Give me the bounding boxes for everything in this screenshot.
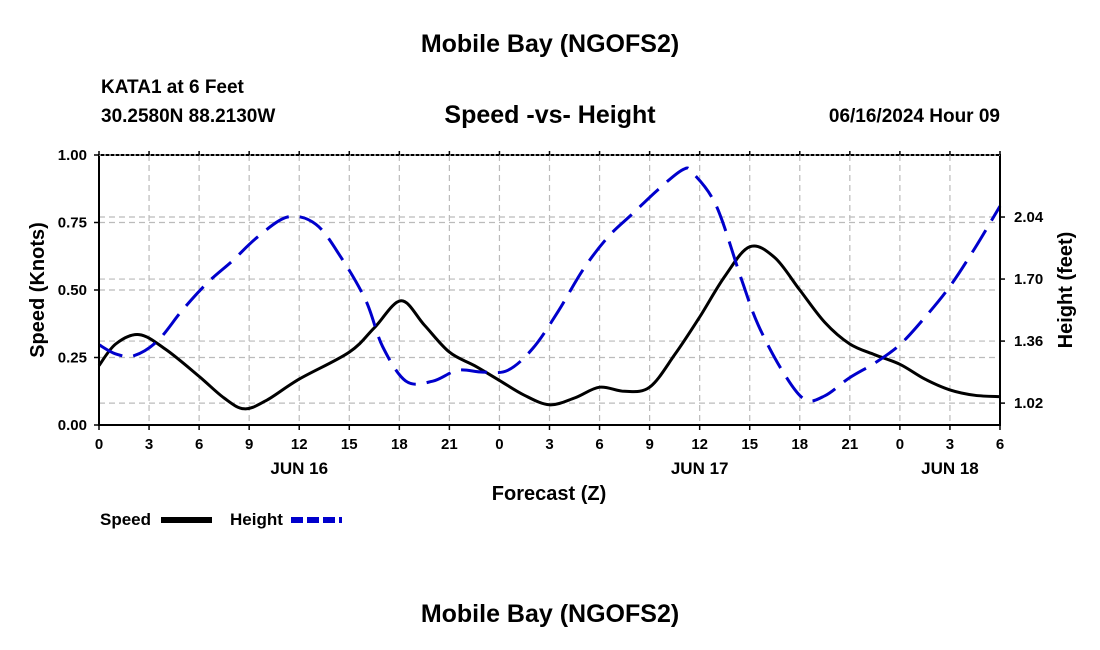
x-tick-label: 9 — [245, 436, 253, 453]
station-label: KATA1 at 6 Feet — [101, 77, 244, 98]
x-tick-label: 3 — [145, 436, 153, 453]
x-tick-label: 3 — [946, 436, 954, 453]
legend-speed-label: Speed — [100, 510, 151, 529]
x-tick-label: 6 — [996, 436, 1004, 453]
axis-ticks — [94, 151, 1005, 430]
x-tick-label: 18 — [391, 436, 408, 453]
station-coordinates: 30.2580N 88.2130W — [101, 106, 276, 127]
x-tick-label: 15 — [741, 436, 758, 453]
x-tick-label: 12 — [691, 436, 708, 453]
x-tick-label: 21 — [441, 436, 458, 453]
x-axis-label: Forecast (Z) — [492, 483, 606, 505]
axis-tick-labels: 0 3 6 9 12 15 18 21 0 3 6 9 12 15 18 21 0 3 6 0.00 0.25 0.50 0… — [58, 147, 1044, 478]
y-left-axis-label: Speed (Knots) — [27, 222, 49, 358]
y-right-tick-label: 1.02 — [1014, 395, 1043, 412]
legend: Speed Height — [100, 510, 342, 529]
x-tick-label: 0 — [495, 436, 503, 453]
y-left-tick-label: 0.50 — [58, 282, 87, 299]
series-lines — [97, 166, 1002, 411]
y-left-tick-label: 0.75 — [58, 215, 87, 232]
legend-height-label: Height — [230, 510, 283, 529]
x-tick-label: 21 — [841, 436, 858, 453]
x-tick-label: 0 — [95, 436, 103, 453]
grid-lines — [99, 155, 1000, 425]
date-label: JUN 16 — [270, 459, 328, 478]
date-label: JUN 17 — [671, 459, 729, 478]
x-tick-label: 6 — [195, 436, 203, 453]
chart-title: Mobile Bay (NGOFS2) — [420, 30, 680, 58]
footer-title: Mobile Bay (NGOFS2) — [420, 600, 680, 628]
y-right-tick-label: 1.70 — [1014, 271, 1043, 288]
y-left-tick-label: 1.00 — [58, 147, 87, 164]
forecast-datetime: 06/16/2024 Hour 09 — [828, 106, 1000, 127]
y-left-tick-label: 0.25 — [58, 350, 87, 367]
date-label: JUN 18 — [921, 459, 979, 478]
chart-subtitle: Speed -vs- Height — [444, 101, 656, 129]
series-line-height — [98, 166, 1002, 403]
y-right-tick-label: 2.04 — [1014, 209, 1044, 226]
series-line-speed — [97, 244, 1001, 411]
x-tick-label: 6 — [595, 436, 603, 453]
x-tick-label: 9 — [645, 436, 653, 453]
y-right-axis-label: Height (feet) — [1055, 232, 1077, 349]
x-tick-label: 3 — [545, 436, 553, 453]
x-tick-label: 12 — [291, 436, 308, 453]
y-left-tick-label: 0.00 — [58, 417, 87, 434]
y-right-tick-label: 1.36 — [1014, 333, 1043, 350]
x-tick-label: 0 — [896, 436, 904, 453]
x-tick-label: 18 — [791, 436, 808, 453]
x-tick-label: 15 — [341, 436, 358, 453]
